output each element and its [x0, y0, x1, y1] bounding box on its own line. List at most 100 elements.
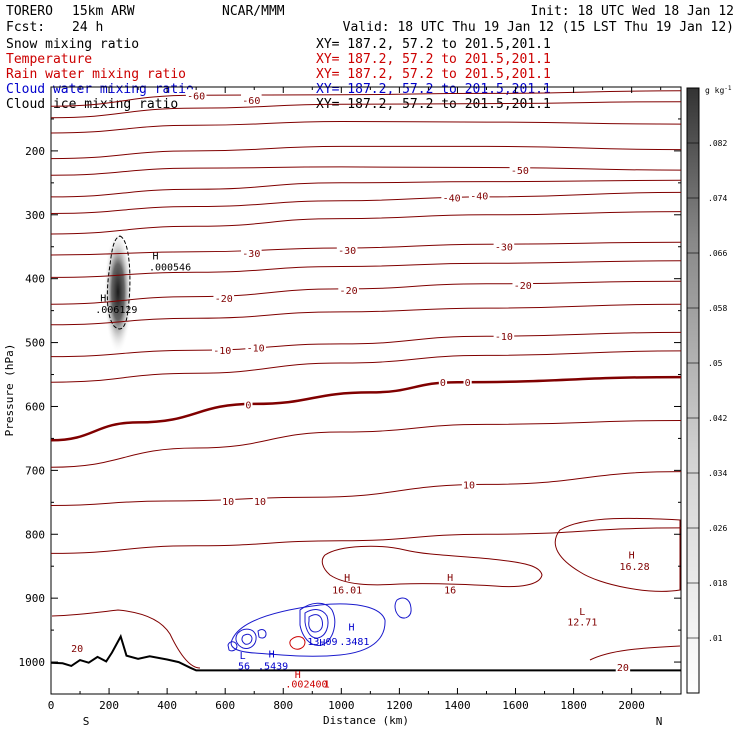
isotherm-line	[51, 350, 681, 383]
center-name: NCAR/MMM	[222, 4, 285, 19]
extremum-label: .5439	[258, 662, 288, 673]
isotherm-label-bg	[493, 240, 515, 252]
isotherm-line	[51, 90, 681, 107]
field-xy: XY= 187.2, 57.2 to 201.5,201.1	[316, 97, 551, 112]
extremum-label: H	[100, 294, 106, 305]
isotherm-label-bg	[338, 284, 359, 296]
isotherm-label-bg	[220, 495, 236, 507]
extremum-label: L	[240, 651, 246, 662]
isotherm-line	[51, 260, 681, 278]
isotherm-label-bg	[512, 279, 534, 291]
isotherm-label: 10	[222, 497, 234, 508]
isotherm-line	[51, 280, 681, 305]
extremum-label: 12.71	[567, 618, 597, 629]
isotherm-label: 0	[465, 378, 471, 389]
y-tick-label: 900	[25, 592, 45, 605]
colorbar-tick-label: .082	[708, 139, 727, 148]
y-tick-label: 300	[25, 209, 45, 222]
forecast-label: Fcst:	[6, 20, 45, 35]
isotherm-label-bg	[252, 495, 268, 507]
rain-water-contour	[289, 636, 306, 650]
isotherm-label: 20	[617, 663, 629, 674]
y-tick-label: 800	[25, 528, 45, 541]
colorbar-tick-label: .074	[708, 194, 727, 203]
isotherm-label: -10	[213, 346, 231, 357]
colorbar-tick-label: .018	[708, 579, 727, 588]
cloud-water-contours	[227, 597, 412, 657]
x-tick-label: 1400	[444, 699, 471, 712]
extremum-label: H	[153, 252, 159, 263]
extremum-label: H	[348, 623, 354, 634]
isotherm-label-bg	[461, 478, 477, 490]
isotherm-line	[51, 179, 681, 198]
isotherm-label-bg	[244, 398, 253, 410]
isotherm-label: 10	[254, 497, 266, 508]
field-xy: XY= 187.2, 57.2 to 201.5,201.1	[316, 52, 551, 67]
isotherm-line	[51, 331, 681, 358]
isotherm-label-bg	[213, 291, 235, 303]
x-tick-label: 200	[99, 699, 119, 712]
isotherm-label-bg	[493, 330, 515, 342]
field-name: Temperature	[6, 52, 92, 67]
extremum-label: 16.28	[619, 562, 649, 573]
isotherm-line	[51, 166, 681, 176]
extremum-label: H	[319, 638, 325, 649]
isotherm-label-bg	[463, 376, 472, 388]
extremum-label: 1	[324, 680, 330, 691]
isotherm-label: -60	[187, 91, 205, 102]
y-tick-label: 700	[25, 464, 45, 477]
south-end-label: S	[83, 715, 90, 728]
isotherm-label-bg	[69, 641, 85, 653]
isotherm-line	[51, 101, 681, 119]
extremum-label: 16	[444, 586, 456, 597]
y-tick-label: 400	[25, 273, 45, 286]
field-name: Snow mixing ratio	[6, 37, 139, 52]
isotherm-label: -40	[443, 194, 461, 205]
isotherm-20-north	[589, 645, 681, 661]
x-axis: 0 200 400 600 800 1000 1200 1400 1600 1800 2000	[48, 87, 662, 712]
y-tick-label: 500	[25, 337, 45, 350]
extremum-label: H	[295, 670, 301, 681]
isotherm-line	[51, 241, 681, 256]
isotherm-line	[51, 375, 681, 442]
isotherm-label: -10	[247, 344, 265, 355]
isotherm-label: 0	[440, 378, 446, 389]
isotherm-label: -20	[340, 286, 358, 297]
cloud-ice-contour	[106, 235, 131, 330]
colorbar-tick-label: .042	[708, 414, 727, 423]
colorbar-tick-label: .01	[708, 634, 723, 643]
snow-mixing-ratio-shading	[104, 230, 132, 354]
isotherm-label-bg	[441, 191, 462, 203]
isotherm-16-north	[554, 517, 681, 592]
isotherm-label-bg	[468, 189, 490, 201]
x-tick-label: 2000	[618, 699, 645, 712]
colorbar-tick-label: .058	[708, 304, 727, 313]
isotherm-label-bg	[211, 344, 233, 356]
extremum-label: 56	[238, 662, 250, 673]
extrema-labels: H.000546H.006129H16.01H16H16.28L12.71HH1…	[95, 252, 649, 691]
x-tick-label: 1200	[386, 699, 413, 712]
extremum-label: H	[629, 551, 635, 562]
isotherm-label: -30	[242, 249, 260, 260]
x-tick-label: 1000	[328, 699, 355, 712]
colorbar-unit: g kg-1	[705, 85, 732, 95]
colorbar-tick-label: .05	[708, 359, 723, 368]
isotherm-label-bg	[241, 93, 262, 105]
isotherm-label: -30	[338, 246, 356, 257]
isotherm-line	[51, 420, 681, 468]
isotherm-line	[51, 145, 681, 160]
extremum-label: .3481	[339, 637, 369, 648]
terrain-profile	[51, 633, 681, 672]
isotherm-label-bg	[336, 243, 358, 255]
isotherm-label-bg	[185, 89, 207, 101]
isotherm-16-center	[321, 545, 543, 588]
isotherm-line	[51, 471, 681, 506]
field-list: Snow mixing ratio XY= 187.2, 57.2 to 201.…	[6, 37, 551, 112]
isotherm-label: 10	[463, 480, 475, 491]
model-resolution: 15km ARW	[72, 4, 135, 19]
field-xy: XY= 187.2, 57.2 to 201.5,201.1	[316, 37, 551, 52]
colorbar-tick-label: .034	[708, 469, 727, 478]
plot-frame	[50, 86, 682, 695]
isotherm-label: 20	[71, 644, 83, 655]
